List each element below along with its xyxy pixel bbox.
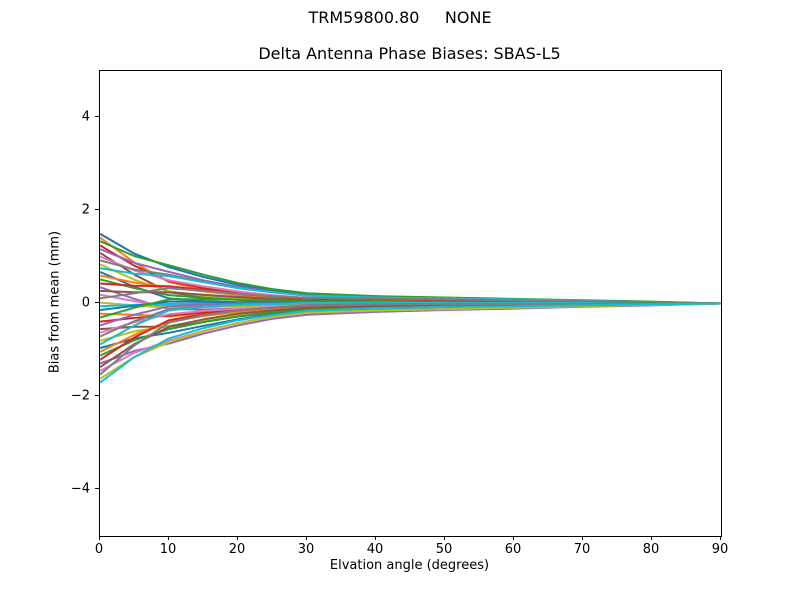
y-tick-label: 0 [81, 295, 90, 310]
x-tick-label: 20 [228, 542, 246, 557]
y-tick-mark [95, 209, 99, 210]
x-tick-label: 80 [642, 542, 660, 557]
bias-line [100, 302, 721, 384]
x-tick-mark [305, 536, 307, 540]
x-tick-mark [167, 536, 169, 540]
x-tick-mark [581, 536, 583, 540]
y-tick-label: 2 [81, 202, 90, 217]
y-tick-mark [95, 116, 99, 117]
y-tick-label: −2 [70, 388, 90, 403]
x-tick-mark [236, 536, 238, 540]
axes-title: Delta Antenna Phase Biases: SBAS-L5 [258, 44, 561, 63]
y-tick-label: −4 [70, 481, 90, 496]
x-tick-label: 0 [94, 542, 104, 557]
x-tick-mark [443, 536, 445, 540]
x-tick-label: 90 [711, 542, 729, 557]
x-tick-mark [719, 536, 721, 540]
bias-line [100, 287, 721, 305]
x-axis-label: Elvation angle (degrees) [329, 558, 490, 573]
x-tick-mark [512, 536, 514, 540]
y-tick-mark [95, 395, 99, 396]
line-series-canvas [100, 232, 721, 384]
figure-title: TRM59800.80 NONE [308, 8, 492, 27]
x-tick-mark [374, 536, 376, 540]
x-tick-mark [98, 536, 100, 540]
y-tick-label: 4 [81, 109, 90, 124]
x-tick-label: 60 [504, 542, 522, 557]
x-tick-label: 50 [435, 542, 453, 557]
x-tick-label: 40 [366, 542, 384, 557]
x-tick-label: 70 [573, 542, 591, 557]
x-tick-mark [650, 536, 652, 540]
plot-area [99, 70, 722, 537]
x-tick-label: 10 [159, 542, 177, 557]
y-axis-label: Bias from mean (mm) [47, 230, 63, 374]
y-tick-mark [95, 488, 99, 489]
bias-line [100, 302, 721, 376]
x-tick-label: 30 [297, 542, 315, 557]
y-tick-mark [95, 302, 99, 303]
